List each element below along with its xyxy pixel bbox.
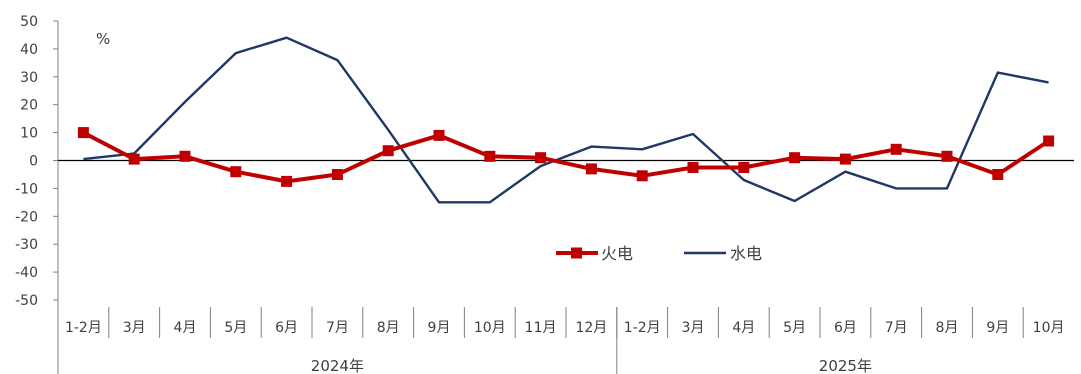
- data-point-marker: [433, 129, 445, 141]
- y-tick-label: -50: [15, 293, 38, 309]
- x-tick-label: 5月: [224, 320, 247, 336]
- data-point-marker: [535, 152, 547, 164]
- data-point-marker: [1043, 135, 1055, 147]
- y-tick-label: 0: [29, 154, 38, 170]
- x-tick-label: 7月: [885, 320, 908, 336]
- legend: 火电 水电: [556, 244, 762, 263]
- legend-label-hydro: 水电: [730, 244, 762, 263]
- data-point-marker: [484, 150, 496, 162]
- y-tick-label: -10: [15, 181, 38, 197]
- y-axis: 50 40 30 20 10 0 -10 -20 -30 -40 -50: [15, 14, 1074, 309]
- data-point-marker: [992, 169, 1004, 180]
- series-line: [83, 36, 1049, 204]
- x-tick-label: 3月: [123, 320, 146, 336]
- series-thermal: [77, 127, 1055, 187]
- x-axis: 1-2月 3月 4月 5月 6月 7月 8月 9月 10月 11月 12月 1-2月 3月 4月 5月 6月 7…: [57, 300, 1065, 374]
- data-point-marker: [839, 153, 851, 165]
- data-point-marker: [636, 170, 648, 182]
- x-tick-label: 1-2月: [65, 320, 102, 336]
- data-point-marker: [230, 166, 242, 178]
- year-group-label: 2024年: [311, 357, 364, 374]
- legend-marker-thermal: [571, 247, 582, 259]
- data-point-marker: [128, 153, 140, 165]
- x-tick-label: 10月: [1033, 320, 1065, 336]
- data-point-marker: [687, 162, 699, 173]
- x-tick-label: 3月: [682, 320, 705, 336]
- x-tick-label: 10月: [474, 320, 506, 336]
- y-tick-label: -30: [15, 237, 38, 253]
- data-point-marker: [789, 152, 801, 164]
- y-tick-label: -20: [15, 209, 38, 225]
- data-point-marker: [738, 162, 750, 173]
- x-tick-label: 6月: [275, 320, 298, 336]
- x-tick-label: 5月: [783, 320, 806, 336]
- y-tick-label: 20: [20, 98, 38, 114]
- y-tick-label: 10: [20, 126, 38, 142]
- y-tick-label: 30: [20, 70, 38, 86]
- y-tick-label: -40: [15, 265, 38, 281]
- data-point-marker: [382, 145, 394, 157]
- data-point-marker: [281, 175, 293, 187]
- data-point-marker: [331, 169, 343, 180]
- x-tick-label: 8月: [377, 320, 400, 336]
- unit-label: %: [96, 30, 110, 48]
- year-group-label: 2025年: [819, 357, 872, 374]
- data-point-marker: [179, 150, 191, 162]
- x-tick-label: 9月: [986, 320, 1009, 336]
- data-point-marker: [77, 127, 89, 139]
- x-tick-label: 7月: [326, 320, 349, 336]
- legend-label-thermal: 火电: [601, 244, 633, 263]
- series-line: [82, 130, 1050, 184]
- x-tick-label: 12月: [575, 320, 607, 336]
- y-tick-label: 40: [20, 42, 38, 58]
- x-tick-label: 1-2月: [624, 320, 661, 336]
- data-point-marker: [890, 143, 902, 155]
- x-tick-label: 8月: [936, 320, 959, 336]
- series-layer: [77, 36, 1055, 204]
- x-tick-label: 4月: [732, 320, 755, 336]
- data-point-marker: [585, 163, 597, 175]
- x-tick-label: 9月: [428, 320, 451, 336]
- x-tick-label: 4月: [174, 320, 197, 336]
- series-hydro: [83, 36, 1049, 204]
- y-tick-label: 50: [20, 14, 38, 30]
- x-tick-label: 6月: [834, 320, 857, 336]
- x-tick-label: 11月: [525, 320, 557, 336]
- data-point-marker: [941, 150, 953, 162]
